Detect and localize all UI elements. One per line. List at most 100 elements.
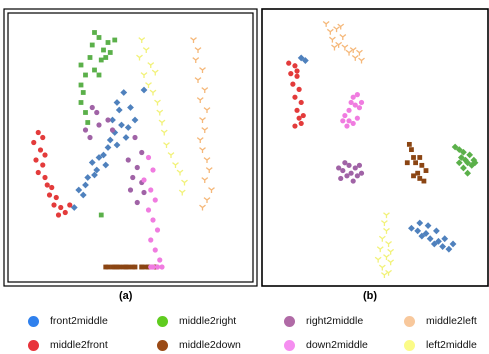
point-middle2right — [92, 67, 97, 73]
panel-a-inner-frame — [7, 12, 254, 283]
point-down2middle — [145, 207, 152, 213]
point-middle2right — [455, 159, 463, 167]
point-left2middle — [387, 259, 395, 266]
point-middle2left — [322, 20, 330, 27]
point-middle2left — [190, 37, 197, 43]
point-front2middle — [435, 237, 442, 245]
point-down2middle — [358, 99, 365, 106]
legend-label: middle2left — [426, 315, 477, 327]
point-front2middle — [441, 235, 449, 243]
point-front2middle — [422, 230, 430, 237]
point-down2middle — [148, 187, 154, 193]
point-front2middle — [113, 99, 121, 106]
point-right2middle — [132, 134, 138, 141]
point-down2middle — [152, 197, 158, 203]
point-front2middle — [124, 124, 132, 131]
point-front2middle — [91, 171, 98, 179]
point-front2middle — [122, 134, 130, 141]
point-middle2left — [337, 23, 345, 30]
point-left2middle — [378, 264, 386, 271]
point-down2middle — [150, 217, 156, 223]
legend-label: front2middle — [50, 315, 108, 327]
point-middle2front — [288, 71, 294, 77]
point-front2middle — [79, 191, 87, 199]
point-middle2right — [451, 143, 459, 151]
point-middle2front — [40, 134, 46, 141]
point-middle2right — [101, 47, 106, 53]
panel-a-outer-frame — [3, 8, 258, 287]
point-middle2down — [421, 178, 427, 184]
point-left2middle — [158, 119, 166, 126]
point-middle2right — [112, 37, 118, 43]
point-middle2front — [33, 157, 39, 163]
point-middle2front — [294, 73, 300, 79]
point-left2middle — [154, 99, 161, 106]
point-right2middle — [134, 199, 140, 206]
point-middle2right — [471, 159, 479, 167]
point-right2middle — [338, 175, 344, 182]
point-middle2left — [201, 177, 209, 183]
point-front2middle — [131, 116, 139, 124]
point-left2middle — [383, 254, 390, 261]
point-middle2front — [296, 115, 302, 121]
point-left2middle — [178, 189, 186, 196]
point-middle2left — [199, 67, 206, 73]
point-middle2front — [292, 63, 298, 69]
point-down2middle — [154, 264, 161, 270]
point-middle2front — [294, 107, 300, 113]
point-front2middle — [439, 243, 447, 250]
point-middle2front — [62, 209, 68, 216]
point-down2middle — [346, 107, 352, 113]
point-right2middle — [87, 134, 93, 141]
point-middle2down — [110, 264, 115, 270]
scatter-points-layer — [31, 20, 479, 278]
point-middle2front — [292, 123, 298, 129]
point-middle2front — [296, 86, 302, 92]
point-middle2right — [92, 30, 97, 35]
panel-a-label: (a) — [119, 290, 133, 302]
legend-label: middle2front — [50, 339, 108, 351]
point-left2middle — [136, 54, 143, 61]
point-middle2left — [192, 57, 200, 63]
point-down2middle — [354, 92, 360, 98]
legend-label: left2middle — [426, 339, 477, 351]
point-middle2front — [53, 194, 59, 201]
point-middle2right — [98, 212, 104, 218]
point-middle2right — [78, 62, 84, 68]
point-middle2left — [199, 204, 206, 211]
point-middle2right — [464, 169, 471, 177]
point-middle2right — [87, 55, 93, 60]
point-left2middle — [385, 241, 392, 247]
point-middle2down — [409, 147, 414, 153]
point-left2middle — [378, 235, 386, 242]
point-middle2down — [121, 264, 127, 270]
point-right2middle — [344, 173, 350, 179]
point-middle2left — [194, 47, 202, 53]
point-right2middle — [109, 127, 116, 133]
point-middle2front — [51, 202, 57, 208]
legend-swatch — [284, 316, 295, 327]
point-down2middle — [159, 264, 165, 270]
point-middle2right — [98, 57, 104, 63]
point-middle2left — [351, 55, 359, 61]
point-middle2front — [35, 169, 41, 176]
point-left2middle — [383, 212, 390, 219]
point-middle2right — [78, 82, 84, 88]
point-front2middle — [113, 141, 121, 149]
point-front2middle — [100, 151, 107, 159]
point-front2middle — [416, 219, 424, 227]
legend-swatch — [157, 340, 168, 351]
point-middle2front — [31, 139, 37, 146]
point-down2middle — [148, 264, 154, 270]
point-front2middle — [414, 227, 422, 235]
point-middle2left — [196, 97, 204, 103]
point-front2middle — [95, 154, 103, 161]
point-right2middle — [340, 167, 346, 174]
point-right2middle — [105, 117, 111, 123]
point-left2middle — [380, 220, 388, 226]
point-middle2front — [35, 129, 41, 136]
point-middle2down — [413, 160, 418, 166]
point-middle2right — [466, 151, 474, 159]
point-middle2left — [196, 137, 204, 143]
point-front2middle — [75, 186, 83, 194]
